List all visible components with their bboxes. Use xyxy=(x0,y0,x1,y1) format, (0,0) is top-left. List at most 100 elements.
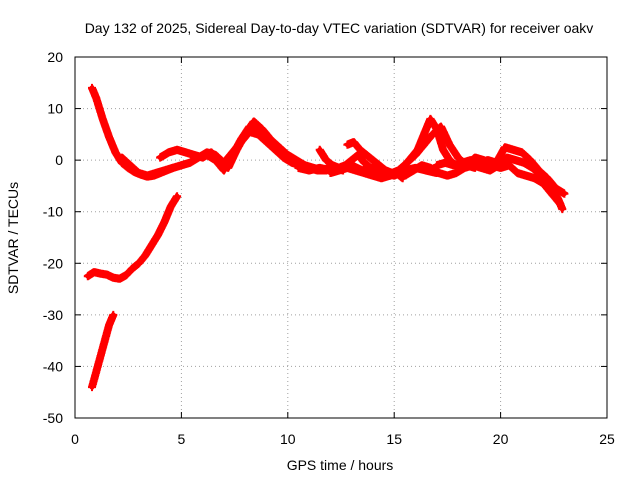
data-point xyxy=(553,186,559,191)
data-point xyxy=(183,149,189,155)
data-point xyxy=(127,162,133,168)
y-tick-label: -50 xyxy=(43,410,63,426)
plot-frame xyxy=(74,56,608,419)
data-point xyxy=(540,180,546,186)
data-point xyxy=(442,160,448,166)
data-point xyxy=(357,147,363,153)
data-point xyxy=(272,144,278,150)
y-tick-label: 20 xyxy=(47,49,63,65)
data-point xyxy=(130,265,135,271)
y-axis-label: SDTVAR / TECUs xyxy=(5,182,21,294)
data-point xyxy=(455,155,461,161)
data-point xyxy=(174,193,180,199)
y-tick-label: -10 xyxy=(43,204,63,220)
data-point xyxy=(100,116,106,122)
data-point xyxy=(415,147,421,153)
data-point xyxy=(281,152,286,158)
x-tick-label: 25 xyxy=(599,431,615,447)
data-point xyxy=(191,152,197,158)
data-point xyxy=(389,170,395,176)
data-point xyxy=(451,162,457,168)
data-point xyxy=(447,142,452,148)
data-point xyxy=(440,147,446,153)
data-point xyxy=(170,165,176,171)
data-point xyxy=(504,155,510,161)
data-point xyxy=(187,160,193,166)
data-point xyxy=(378,175,384,181)
data-point xyxy=(106,322,112,328)
data-point xyxy=(421,131,427,137)
data-point xyxy=(436,170,442,176)
data-point xyxy=(330,162,335,168)
x-tick-label: 5 xyxy=(178,431,186,447)
data-point xyxy=(106,134,112,140)
data-point xyxy=(434,126,440,132)
data-point xyxy=(430,131,435,137)
data-point xyxy=(419,162,425,168)
data-point xyxy=(264,137,269,142)
data-point xyxy=(161,219,167,225)
y-tick-label: 10 xyxy=(47,101,63,117)
x-tick-label: 20 xyxy=(493,431,509,447)
data-point xyxy=(561,191,567,197)
data-point xyxy=(434,162,440,168)
series-arc-13 xyxy=(454,153,565,208)
data-point xyxy=(361,170,367,176)
data-point xyxy=(549,191,555,197)
data-point xyxy=(117,276,123,282)
data-point xyxy=(527,157,533,163)
data-point xyxy=(351,139,357,145)
data-point xyxy=(91,269,97,275)
data-point xyxy=(153,170,159,176)
data-point xyxy=(238,137,244,142)
data-point xyxy=(370,157,376,163)
data-point xyxy=(489,162,495,168)
data-point xyxy=(255,126,261,132)
data-point xyxy=(368,165,374,171)
data-point xyxy=(221,168,227,173)
data-point xyxy=(119,155,125,161)
data-point xyxy=(402,173,408,179)
data-point xyxy=(498,165,504,171)
data-point xyxy=(247,124,252,130)
data-point xyxy=(427,165,433,171)
data-point xyxy=(212,157,218,163)
data-point xyxy=(161,168,167,173)
data-point xyxy=(112,149,118,155)
data-point xyxy=(536,168,542,173)
y-tick-label: 0 xyxy=(55,152,63,168)
gridlines xyxy=(75,57,607,418)
data-point xyxy=(98,271,103,277)
data-point xyxy=(123,272,129,278)
data-point xyxy=(336,168,342,173)
data-point xyxy=(93,95,99,101)
data-point xyxy=(506,162,512,168)
data-point xyxy=(344,165,350,171)
data-point xyxy=(521,160,527,166)
data-point xyxy=(89,85,95,91)
data-point xyxy=(168,204,174,210)
data-point xyxy=(402,162,408,168)
data-point xyxy=(230,152,235,158)
data-point xyxy=(472,155,478,161)
data-point xyxy=(136,170,142,176)
data-point xyxy=(370,173,376,179)
data-point xyxy=(344,142,350,148)
data-point xyxy=(396,168,401,173)
data-point xyxy=(98,353,103,359)
data-point xyxy=(166,149,172,155)
data-point xyxy=(251,119,257,124)
data-point xyxy=(104,272,110,278)
data-point xyxy=(364,152,369,158)
data-point xyxy=(327,170,333,176)
data-point xyxy=(455,168,461,173)
chart-title: Day 132 of 2025, Sidereal Day-to-day VTE… xyxy=(85,20,594,36)
data-point xyxy=(89,384,95,390)
data-point xyxy=(557,201,563,207)
x-tick-label: 0 xyxy=(71,431,79,447)
x-axis-label: GPS time / hours xyxy=(287,457,394,473)
data-point xyxy=(102,338,108,344)
data-point xyxy=(155,232,161,238)
data-point xyxy=(93,369,99,375)
x-tick-label: 10 xyxy=(280,431,296,447)
